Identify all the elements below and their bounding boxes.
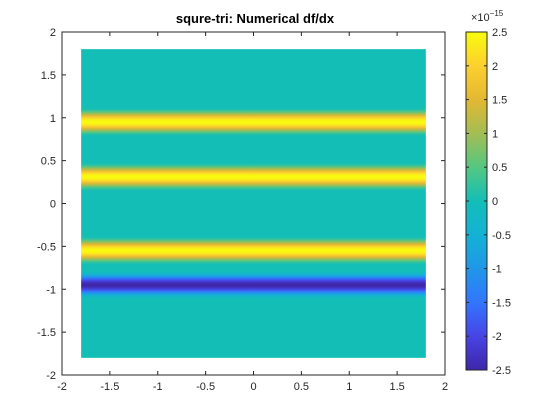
colorbar-tick-label: 0.5 — [492, 162, 507, 174]
x-tick-label: -2 — [57, 381, 67, 393]
colorbar-tick-label: -0.5 — [492, 230, 511, 242]
colorbar-exponent: ×10−15 — [471, 9, 504, 24]
x-tick-label: 0.5 — [294, 381, 309, 393]
colorbar-tick-label: 1.5 — [492, 95, 507, 107]
y-tick-label: -1 — [46, 284, 56, 296]
colorbar-tick-label: 0 — [492, 196, 498, 208]
x-tick-label: 0 — [250, 381, 256, 393]
x-tick-label: -1 — [153, 381, 163, 393]
heatmap-image — [81, 49, 426, 358]
y-tick-label: 2 — [50, 27, 56, 39]
chart-title: squre-tri: Numerical df/dx — [176, 11, 335, 26]
colorbar-tick-label: 2 — [492, 61, 498, 73]
colorbar-tick-label: -1 — [492, 264, 502, 276]
colorbar-ticks: 2.5 2 1.5 1 0.5 0 -0.5 -1 -1.5 -2 -2.5 — [466, 27, 511, 377]
y-tick-labels: 2 1.5 1 0.5 0 -0.5 -1 -1.5 -2 — [37, 27, 56, 382]
y-tick-label: 1.5 — [41, 70, 56, 82]
axes-box — [61, 31, 446, 376]
y-tick-label: -1.5 — [37, 327, 56, 339]
x-tick-label: -0.5 — [196, 381, 215, 393]
x-tick-label: 1 — [346, 381, 352, 393]
y-tick-label: 1 — [50, 113, 56, 125]
x-tick-labels: -2 -1.5 -1 -0.5 0 0.5 1 1.5 2 — [57, 381, 448, 393]
colorbar-tick-label: 1 — [492, 128, 498, 140]
colorbar-tick-label: 2.5 — [492, 27, 507, 39]
y-tick-label: 0.5 — [41, 156, 56, 168]
colorbar — [466, 32, 487, 370]
y-tick-label: 0 — [50, 199, 56, 211]
x-tick-label: -1.5 — [100, 381, 119, 393]
colorbar-tick-label: -2.5 — [492, 365, 511, 377]
colorbar-tick-label: -2 — [492, 331, 502, 343]
x-tick-label: 1.5 — [389, 381, 404, 393]
y-tick-label: -2 — [46, 370, 56, 382]
colorbar-tick-label: -1.5 — [492, 297, 511, 309]
y-tick-label: -0.5 — [37, 241, 56, 253]
x-tick-label: 2 — [442, 381, 448, 393]
